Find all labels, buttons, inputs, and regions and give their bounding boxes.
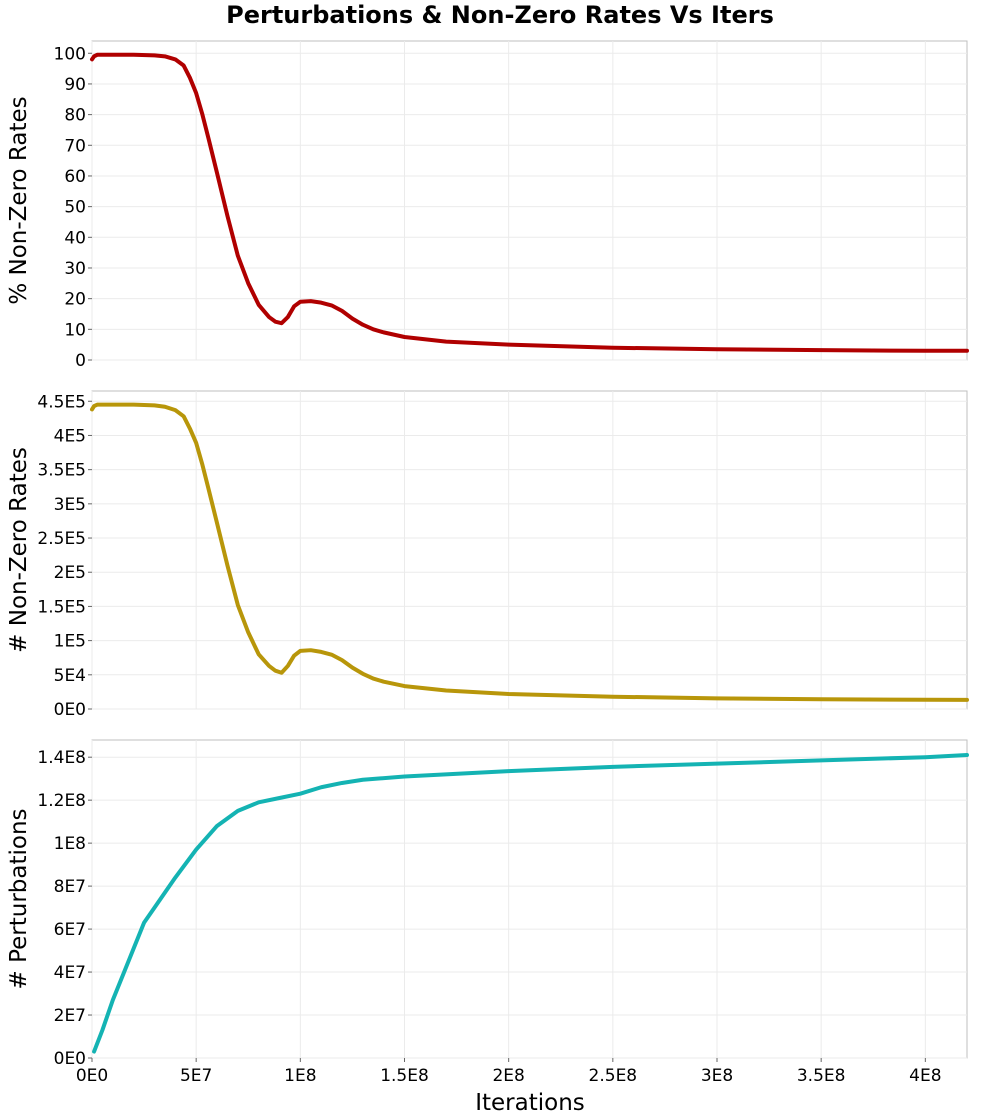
y-axis-label-2: # Non-Zero Rates [6, 447, 32, 653]
y-tick-label: 40 [64, 228, 86, 248]
panel-2: 0E0 5E4 1E5 1.5E5 2E5 2.5E5 3E5 3.5E5 4E5 4.5E5 # … [6, 390, 969, 720]
y-tick-label: 3E5 [54, 495, 86, 515]
y-tick-label: 1.4E8 [37, 748, 86, 768]
x-tick-label: 5E7 [180, 1066, 212, 1086]
y-tick-label: 4.5E5 [37, 392, 86, 412]
y-tick-label: 1.5E5 [37, 597, 86, 617]
x-tick-label: 3.5E8 [797, 1066, 846, 1086]
y-tick-label: 2E5 [54, 563, 86, 583]
y-axis-label-3: # Perturbations [6, 808, 32, 989]
y-tick-label: 1.2E8 [37, 791, 86, 811]
y-tick-label: 90 [64, 75, 86, 95]
y-tick-label: 2E7 [54, 1006, 86, 1026]
y-tick-label: 20 [64, 290, 86, 310]
y-tick-label: 0E0 [54, 1049, 86, 1069]
y-tick-label: 4E5 [54, 426, 86, 446]
y-tick-label: 30 [64, 259, 86, 279]
y-axis-label-1: % Non-Zero Rates [6, 96, 32, 304]
y-tick-label: 100 [54, 44, 86, 64]
x-tick-label: 4E8 [909, 1066, 941, 1086]
x-tick-label: 2E8 [492, 1066, 524, 1086]
x-tick-label: 1.5E8 [380, 1066, 429, 1086]
panel-3: 0E0 2E7 4E7 6E7 8E7 1E8 1.2E8 1.4E8 # Perturbati… [6, 739, 969, 1086]
y-tick-label: 0 [75, 351, 86, 371]
y-tick-label: 50 [64, 198, 86, 218]
y-tick-label: 1E5 [54, 632, 86, 652]
y-tick-label: 3.5E5 [37, 461, 86, 481]
chart-panels: 0 10 20 30 40 50 60 70 80 90 100 % Non-Zero Rates 0E… [6, 40, 969, 1086]
x-tick-label: 2.5E8 [589, 1066, 638, 1086]
x-tick-label: 3E8 [701, 1066, 733, 1086]
plot-area-3 [91, 739, 968, 1059]
panel-1: 0 10 20 30 40 50 60 70 80 90 100 % Non-Zero Rates [6, 40, 969, 371]
y-tick-label: 5E4 [54, 666, 86, 686]
y-tick-label: 4E7 [54, 963, 86, 983]
y-tick-label: 10 [64, 320, 86, 340]
series-line-3 [92, 753, 969, 1054]
y-tick-label: 60 [64, 167, 86, 187]
series-line-2 [90, 402, 969, 702]
y-tick-label: 6E7 [54, 920, 86, 940]
y-tick-label: 70 [64, 136, 86, 156]
y-tick-label: 1E8 [54, 834, 86, 854]
y-tick-label: 0E0 [54, 700, 86, 720]
series-line-1 [90, 52, 969, 353]
y-tick-label: 8E7 [54, 877, 86, 897]
y-tick-label: 80 [64, 106, 86, 126]
y-tick-label: 2.5E5 [37, 529, 86, 549]
x-tick-label: 1E8 [284, 1066, 316, 1086]
x-axis-label: Iterations [475, 1090, 585, 1116]
chart-title: Perturbations & Non-Zero Rates Vs Iters [226, 1, 774, 29]
x-tick-label: 0E0 [76, 1066, 108, 1086]
